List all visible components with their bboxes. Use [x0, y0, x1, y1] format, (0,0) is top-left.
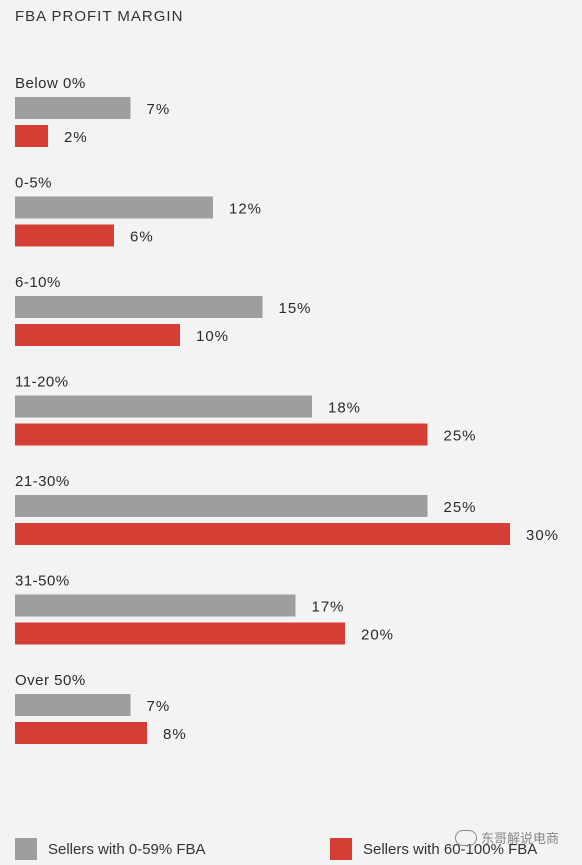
category-label: 11-20%: [15, 374, 69, 391]
legend-swatch-series-b: [330, 838, 352, 860]
bar-series-a: [15, 495, 428, 517]
legend-label-series-b: Sellers with 60-100% FBA: [363, 840, 538, 858]
data-label: 15%: [279, 300, 312, 317]
bar-series-b: [15, 622, 345, 645]
legend-label-series-a: Sellers with 0-59% FBA: [48, 840, 206, 858]
bar-series-a: [15, 196, 213, 219]
data-label: 6%: [130, 229, 154, 246]
legend-swatch-series-a: [15, 838, 37, 860]
bar-series-b: [15, 324, 180, 346]
data-label: 17%: [312, 599, 345, 616]
bar-series-b: [15, 224, 114, 247]
data-label: 7%: [147, 101, 171, 118]
data-label: 20%: [361, 627, 394, 644]
bar-series-b: [15, 722, 147, 744]
bar-series-b: [15, 423, 428, 446]
bar-chart: Below 0% 7% 2% 0-5% 12% 6% 6-10% 15% 10% 11-20% 18…: [15, 75, 559, 744]
category-label: Over 50%: [15, 672, 86, 689]
data-label: 7%: [147, 698, 171, 715]
data-label: 2%: [64, 129, 88, 146]
category-label: 21-30%: [15, 473, 70, 490]
wechat-icon: [455, 829, 477, 846]
data-label: 8%: [163, 726, 187, 743]
category-label: Below 0%: [15, 75, 86, 92]
bar-series-a: [15, 395, 312, 418]
data-label: 30%: [526, 527, 559, 544]
chart-title: FBA PROFIT MARGIN: [15, 8, 184, 25]
watermark: 东哥解说电商: [455, 828, 559, 847]
legend-item-series-a: Sellers with 0-59% FBA: [15, 836, 206, 862]
category-label: 6-10%: [15, 274, 61, 291]
data-label: 10%: [196, 328, 229, 345]
category-label: 31-50%: [15, 573, 70, 590]
bar-series-a: [15, 694, 131, 716]
data-label: 18%: [328, 400, 361, 417]
bar-series-b: [15, 523, 510, 545]
watermark-text: 东哥解说电商: [481, 831, 560, 846]
category-label: 0-5%: [15, 175, 52, 192]
bar-series-a: [15, 296, 263, 318]
legend-item-series-b: Sellers with 60-100% FBA: [330, 836, 537, 862]
bar-series-a: [15, 594, 296, 617]
bar-series-b: [15, 125, 48, 147]
data-label: 12%: [229, 201, 262, 218]
bar-series-a: [15, 97, 131, 119]
data-label: 25%: [444, 499, 477, 516]
data-label: 25%: [444, 428, 477, 445]
